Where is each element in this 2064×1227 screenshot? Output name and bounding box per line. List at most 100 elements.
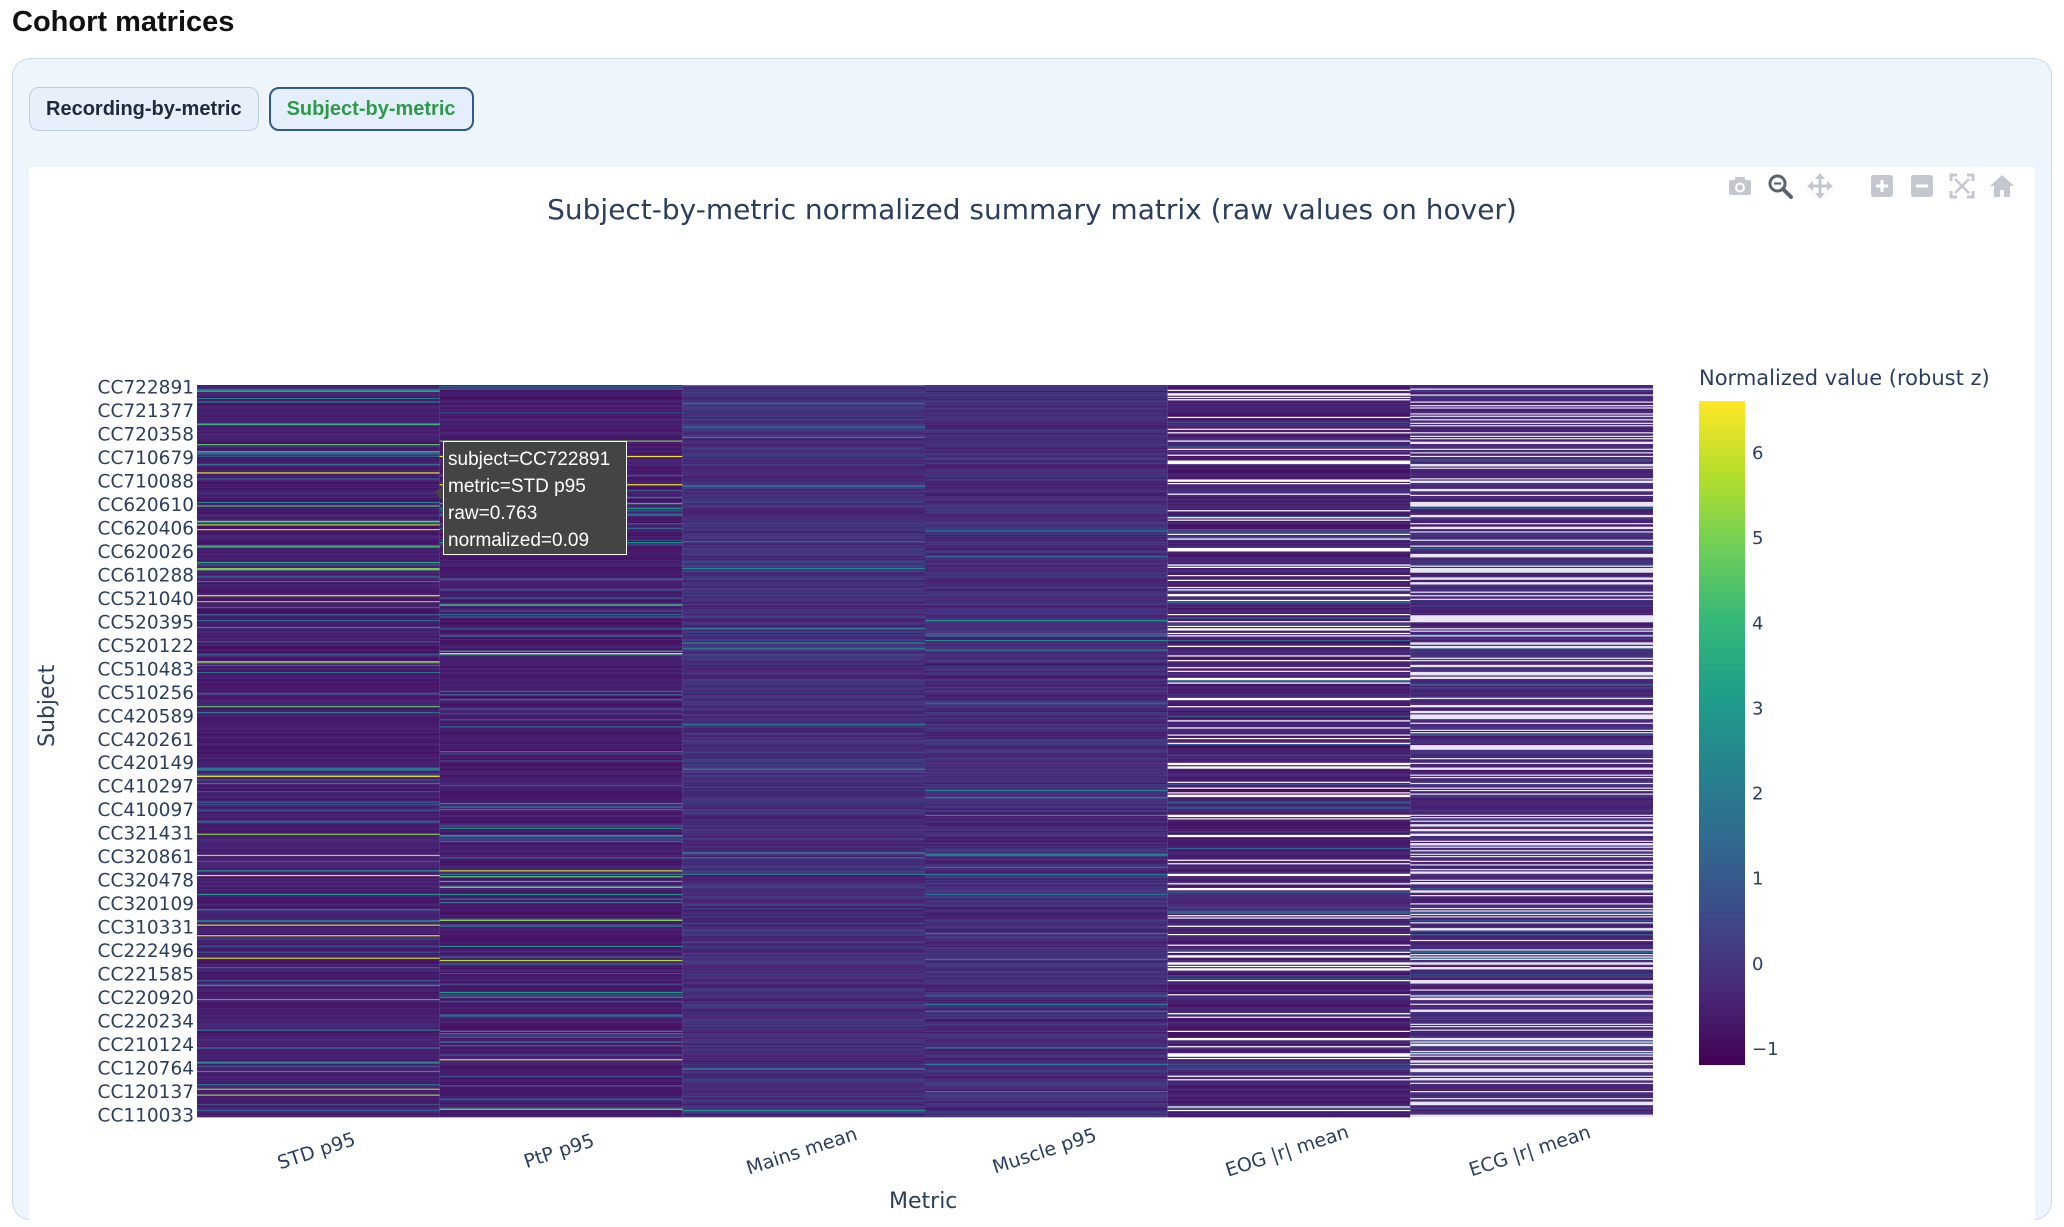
heatmap-cell[interactable] xyxy=(1167,747,1411,749)
heatmap-cell[interactable] xyxy=(197,563,440,565)
heatmap-cell[interactable] xyxy=(925,590,1168,592)
heatmap-cell[interactable] xyxy=(1410,599,1653,602)
heatmap-cell[interactable] xyxy=(197,861,440,864)
heatmap-cell[interactable] xyxy=(682,1107,925,1110)
heatmap-cell[interactable] xyxy=(1167,976,1411,979)
heatmap-cell[interactable] xyxy=(682,579,925,582)
heatmap-cell[interactable] xyxy=(1410,871,1653,873)
heatmap-cell[interactable] xyxy=(1410,512,1653,515)
heatmap-cell[interactable] xyxy=(1410,767,1653,770)
heatmap-cell[interactable] xyxy=(1167,395,1411,398)
heatmap-cell[interactable] xyxy=(925,710,1168,713)
heatmap-cell[interactable] xyxy=(1167,655,1411,657)
heatmap-cell[interactable] xyxy=(925,962,1168,964)
heatmap-cell[interactable] xyxy=(439,1041,683,1043)
heatmap-cell[interactable] xyxy=(1410,466,1653,468)
heatmap-cell[interactable] xyxy=(439,884,683,886)
heatmap-cell[interactable] xyxy=(682,518,925,520)
heatmap-cell[interactable] xyxy=(925,392,1168,394)
heatmap-cell[interactable] xyxy=(682,844,925,846)
heatmap-cell[interactable] xyxy=(682,769,925,772)
heatmap-cell[interactable] xyxy=(1167,598,1411,601)
heatmap-cell[interactable] xyxy=(439,428,683,431)
heatmap-cell[interactable] xyxy=(197,523,440,525)
heatmap-cell[interactable] xyxy=(925,457,1168,459)
heatmap-cell[interactable] xyxy=(439,925,683,928)
heatmap-cell[interactable] xyxy=(925,650,1168,653)
heatmap-cell[interactable] xyxy=(682,385,925,387)
heatmap-cell[interactable] xyxy=(682,403,925,406)
heatmap-cell[interactable] xyxy=(439,827,683,830)
heatmap-cell[interactable] xyxy=(1167,760,1411,762)
heatmap-cell[interactable] xyxy=(925,619,1168,622)
heatmap-cell[interactable] xyxy=(925,654,1168,656)
heatmap-cell[interactable] xyxy=(925,643,1168,646)
heatmap-cell[interactable] xyxy=(1167,595,1411,597)
heatmap-cell[interactable] xyxy=(682,1076,925,1079)
heatmap-cell[interactable] xyxy=(925,930,1168,932)
heatmap-cell[interactable] xyxy=(925,746,1168,748)
heatmap-cell[interactable] xyxy=(1167,462,1411,465)
heatmap-cell[interactable] xyxy=(1410,555,1653,557)
heatmap-cell[interactable] xyxy=(439,808,683,811)
heatmap-cell[interactable] xyxy=(439,687,683,689)
heatmap-cell[interactable] xyxy=(682,913,925,916)
heatmap-cell[interactable] xyxy=(197,788,440,791)
heatmap-cell[interactable] xyxy=(925,662,1168,664)
heatmap-cell[interactable] xyxy=(197,893,440,896)
heatmap-cell[interactable] xyxy=(439,1047,683,1049)
heatmap-cell[interactable] xyxy=(439,615,683,617)
heatmap-cell[interactable] xyxy=(197,832,440,834)
heatmap-cell[interactable] xyxy=(925,603,1168,605)
heatmap-cell[interactable] xyxy=(197,1024,440,1027)
heatmap-cell[interactable] xyxy=(925,874,1168,877)
heatmap-cell[interactable] xyxy=(925,1042,1168,1045)
heatmap-cell[interactable] xyxy=(682,1065,925,1067)
heatmap-cell[interactable] xyxy=(1410,1027,1653,1029)
heatmap-cell[interactable] xyxy=(439,899,683,902)
heatmap-cell[interactable] xyxy=(1410,507,1653,510)
heatmap-cell[interactable] xyxy=(439,1076,683,1079)
heatmap-cell[interactable] xyxy=(925,789,1168,792)
heatmap-cell[interactable] xyxy=(439,1102,683,1105)
heatmap-cell[interactable] xyxy=(925,601,1168,603)
heatmap-cell[interactable] xyxy=(682,886,925,889)
heatmap-cell[interactable] xyxy=(1167,406,1411,408)
heatmap-cell[interactable] xyxy=(1167,991,1411,994)
heatmap-cell[interactable] xyxy=(682,427,925,430)
heatmap-cell[interactable] xyxy=(1410,586,1653,589)
heatmap-cell[interactable] xyxy=(439,883,683,885)
heatmap-cell[interactable] xyxy=(682,392,925,394)
heatmap-cell[interactable] xyxy=(925,864,1168,866)
heatmap-cell[interactable] xyxy=(682,464,925,466)
heatmap-cell[interactable] xyxy=(1167,696,1411,699)
heatmap-cell[interactable] xyxy=(1167,850,1411,852)
heatmap-cell[interactable] xyxy=(197,775,440,778)
heatmap-cell[interactable] xyxy=(1167,866,1411,869)
heatmap-cell[interactable] xyxy=(197,598,440,601)
heatmap-cell[interactable] xyxy=(1167,861,1411,864)
heatmap-cell[interactable] xyxy=(439,838,683,840)
heatmap-cell[interactable] xyxy=(1167,982,1411,984)
heatmap-cell[interactable] xyxy=(682,423,925,426)
heatmap-cell[interactable] xyxy=(439,982,683,984)
heatmap-cell[interactable] xyxy=(1410,950,1653,953)
heatmap-cell[interactable] xyxy=(1167,428,1411,431)
heatmap-cell[interactable] xyxy=(925,825,1168,827)
heatmap-cell[interactable] xyxy=(1167,630,1411,633)
heatmap-cell[interactable] xyxy=(682,1047,925,1049)
heatmap-cell[interactable] xyxy=(925,458,1168,460)
heatmap-cell[interactable] xyxy=(1167,1014,1411,1016)
heatmap-cell[interactable] xyxy=(1410,1104,1653,1106)
heatmap-cell[interactable] xyxy=(925,823,1168,825)
heatmap-cell[interactable] xyxy=(197,937,440,940)
heatmap-cell[interactable] xyxy=(1410,564,1653,566)
heatmap-cell[interactable] xyxy=(1167,975,1411,977)
heatmap-cell[interactable] xyxy=(925,912,1168,915)
heatmap-cell[interactable] xyxy=(682,821,925,824)
heatmap-cell[interactable] xyxy=(925,396,1168,399)
heatmap-cell[interactable] xyxy=(925,792,1168,794)
heatmap-cell[interactable] xyxy=(925,723,1168,726)
heatmap-cell[interactable] xyxy=(682,1035,925,1038)
heatmap-cell[interactable] xyxy=(925,484,1168,486)
